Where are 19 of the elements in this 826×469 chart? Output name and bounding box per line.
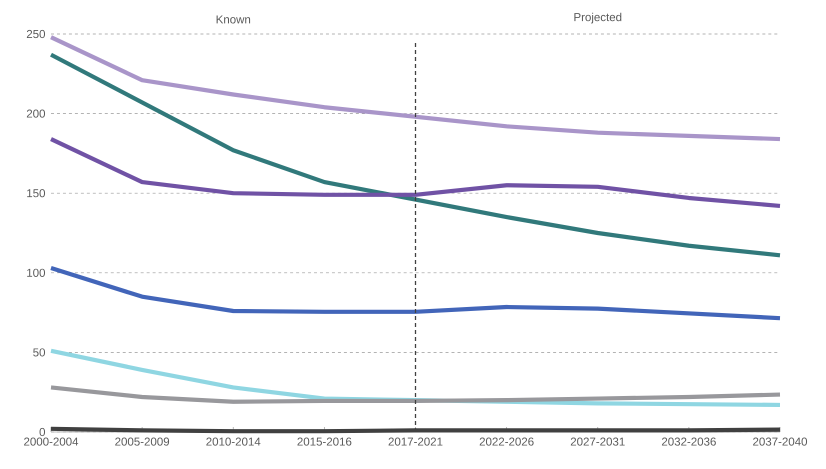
x-tick-label: 2017-2021 xyxy=(388,438,442,446)
y-tick-label: 50 xyxy=(33,348,46,356)
text: Projected xyxy=(574,12,622,24)
y-tick-label: 200 xyxy=(26,110,46,118)
x-tick-label: 2027-2031 xyxy=(570,438,625,446)
x-tick-label: 2010-2014 xyxy=(206,438,260,446)
x-tick-label: 2037-2040 xyxy=(753,438,808,446)
y-tick-label: 100 xyxy=(27,268,46,277)
y-tick-label: 0 xyxy=(40,428,46,436)
text: Known xyxy=(216,15,250,24)
y-tick-label: 250 xyxy=(26,30,46,38)
x-tick-label: 2000-2004 xyxy=(24,438,78,446)
x-tick-label: 2022-2026 xyxy=(480,438,534,446)
line-series xyxy=(48,385,782,404)
x-tick-label: 2005-2009 xyxy=(115,438,170,446)
x-tick-label: 2032-2036 xyxy=(662,438,716,446)
x-tick-label: 2015-2016 xyxy=(297,438,352,446)
y-tick-label: 150 xyxy=(27,189,46,198)
line-series xyxy=(48,136,782,208)
